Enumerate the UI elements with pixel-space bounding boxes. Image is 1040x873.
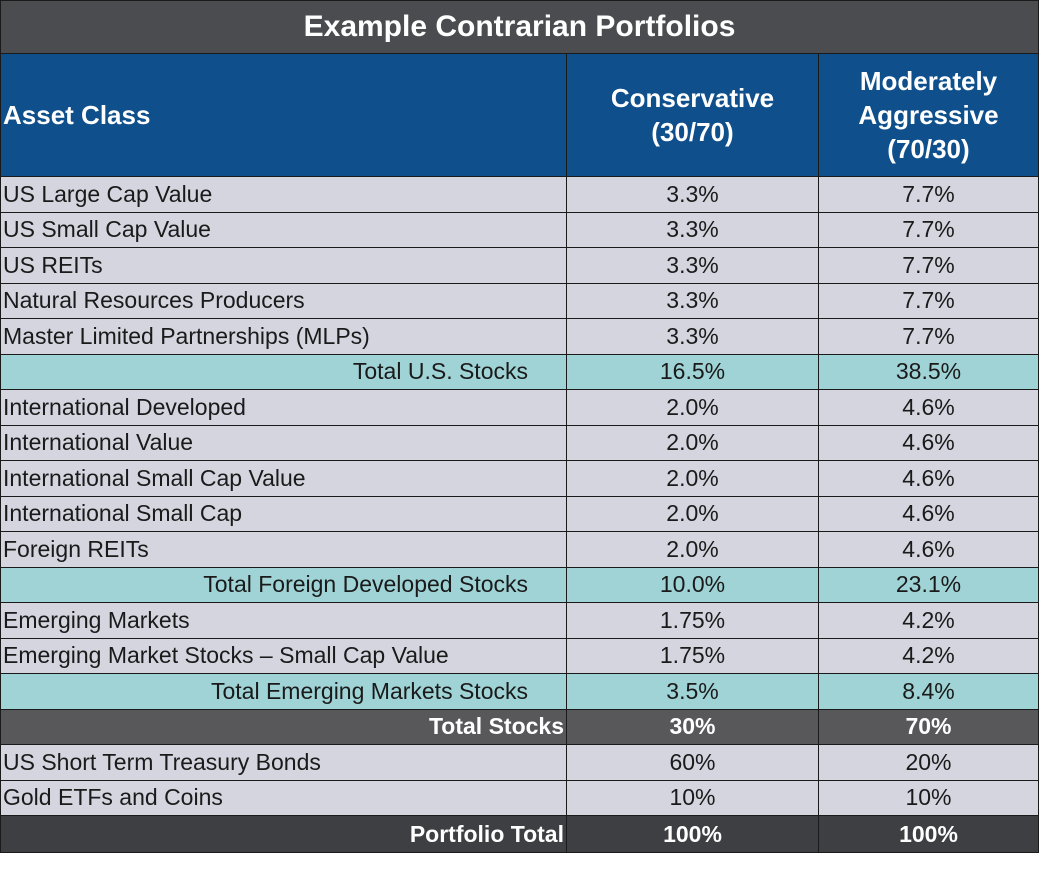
header-conservative: Conservative (30/70) [566, 53, 819, 177]
row-label: International Developed [0, 389, 567, 426]
conservative-value: 60% [566, 744, 819, 781]
row-label: International Value [0, 424, 567, 461]
subtotal-row: Total Foreign Developed Stocks 10.0% 23.1% [0, 566, 1039, 603]
conservative-value: 2.0% [566, 531, 819, 568]
conservative-value: 2.0% [566, 424, 819, 461]
row-label: US REITs [0, 247, 567, 284]
aggressive-value: 4.6% [818, 531, 1039, 568]
table-row: US Short Term Treasury Bonds 60% 20% [0, 744, 1039, 781]
table-body: US Large Cap Value 3.3% 7.7% US Small Cap V… [0, 176, 1039, 853]
table-row: Natural Resources Producers 3.3% 7.7% [0, 282, 1039, 319]
conservative-value: 16.5% [566, 353, 819, 390]
table-row: US Small Cap Value 3.3% 7.7% [0, 211, 1039, 248]
aggressive-value: 7.7% [818, 211, 1039, 248]
conservative-value: 3.3% [566, 211, 819, 248]
conservative-value: 1.75% [566, 602, 819, 639]
row-label: Total U.S. Stocks [0, 353, 567, 390]
aggressive-value: 20% [818, 744, 1039, 781]
row-label: Total Stocks [0, 708, 567, 745]
aggressive-value: 7.7% [818, 318, 1039, 355]
aggressive-value: 70% [818, 708, 1039, 745]
aggressive-value: 7.7% [818, 282, 1039, 319]
conservative-value: 3.5% [566, 673, 819, 710]
conservative-value: 30% [566, 708, 819, 745]
aggressive-value: 4.6% [818, 424, 1039, 461]
conservative-value: 2.0% [566, 460, 819, 497]
aggressive-value: 7.7% [818, 247, 1039, 284]
row-label: US Large Cap Value [0, 176, 567, 213]
aggressive-value: 4.2% [818, 602, 1039, 639]
aggressive-value: 4.6% [818, 389, 1039, 426]
table-row: Emerging Markets 1.75% 4.2% [0, 602, 1039, 639]
conservative-value: 1.75% [566, 637, 819, 674]
table-row: Gold ETFs and Coins 10% 10% [0, 779, 1039, 816]
table-row: International Small Cap Value 2.0% 4.6% [0, 460, 1039, 497]
table-row: International Developed 2.0% 4.6% [0, 389, 1039, 426]
aggressive-value: 4.6% [818, 460, 1039, 497]
row-label: Emerging Markets [0, 602, 567, 639]
row-label: International Small Cap [0, 495, 567, 532]
table-title: Example Contrarian Portfolios [0, 0, 1039, 54]
subtotal-row: Total U.S. Stocks 16.5% 38.5% [0, 353, 1039, 390]
conservative-value: 2.0% [566, 495, 819, 532]
header-asset-class: Asset Class [0, 53, 567, 177]
row-label: Master Limited Partnerships (MLPs) [0, 318, 567, 355]
conservative-value: 3.3% [566, 282, 819, 319]
aggressive-value: 10% [818, 779, 1039, 816]
aggressive-value: 8.4% [818, 673, 1039, 710]
row-label: Portfolio Total [0, 815, 567, 853]
row-label: US Short Term Treasury Bonds [0, 744, 567, 781]
conservative-value: 100% [566, 815, 819, 853]
grand-row: Portfolio Total 100% 100% [0, 815, 1039, 853]
total-row: Total Stocks 30% 70% [0, 708, 1039, 745]
table-row: International Value 2.0% 4.6% [0, 424, 1039, 461]
row-label: Total Foreign Developed Stocks [0, 566, 567, 603]
header-moderately-aggressive-label: Moderately Aggressive (70/30) [858, 66, 999, 164]
header-conservative-label: Conservative (30/70) [610, 83, 775, 147]
aggressive-value: 100% [818, 815, 1039, 853]
header-moderately-aggressive: Moderately Aggressive (70/30) [818, 53, 1039, 177]
aggressive-value: 23.1% [818, 566, 1039, 603]
row-label: Total Emerging Markets Stocks [0, 673, 567, 710]
row-label: Emerging Market Stocks – Small Cap Value [0, 637, 567, 674]
table-row: Master Limited Partnerships (MLPs) 3.3% 7.… [0, 318, 1039, 355]
row-label: US Small Cap Value [0, 211, 567, 248]
conservative-value: 3.3% [566, 247, 819, 284]
portfolio-table-container: Example Contrarian Portfolios Asset Clas… [0, 0, 1039, 853]
conservative-value: 10% [566, 779, 819, 816]
conservative-value: 2.0% [566, 389, 819, 426]
row-label: Gold ETFs and Coins [0, 779, 567, 816]
table-row: International Small Cap 2.0% 4.6% [0, 495, 1039, 532]
conservative-value: 10.0% [566, 566, 819, 603]
aggressive-value: 4.2% [818, 637, 1039, 674]
aggressive-value: 7.7% [818, 176, 1039, 213]
portfolio-table: Example Contrarian Portfolios Asset Clas… [0, 0, 1039, 853]
table-row: Emerging Market Stocks – Small Cap Value… [0, 637, 1039, 674]
row-label: Natural Resources Producers [0, 282, 567, 319]
table-row: US Large Cap Value 3.3% 7.7% [0, 176, 1039, 213]
table-row: Foreign REITs 2.0% 4.6% [0, 531, 1039, 568]
aggressive-value: 4.6% [818, 495, 1039, 532]
table-row: US REITs 3.3% 7.7% [0, 247, 1039, 284]
row-label: Foreign REITs [0, 531, 567, 568]
aggressive-value: 38.5% [818, 353, 1039, 390]
conservative-value: 3.3% [566, 318, 819, 355]
subtotal-row: Total Emerging Markets Stocks 3.5% 8.4% [0, 673, 1039, 710]
row-label: International Small Cap Value [0, 460, 567, 497]
conservative-value: 3.3% [566, 176, 819, 213]
